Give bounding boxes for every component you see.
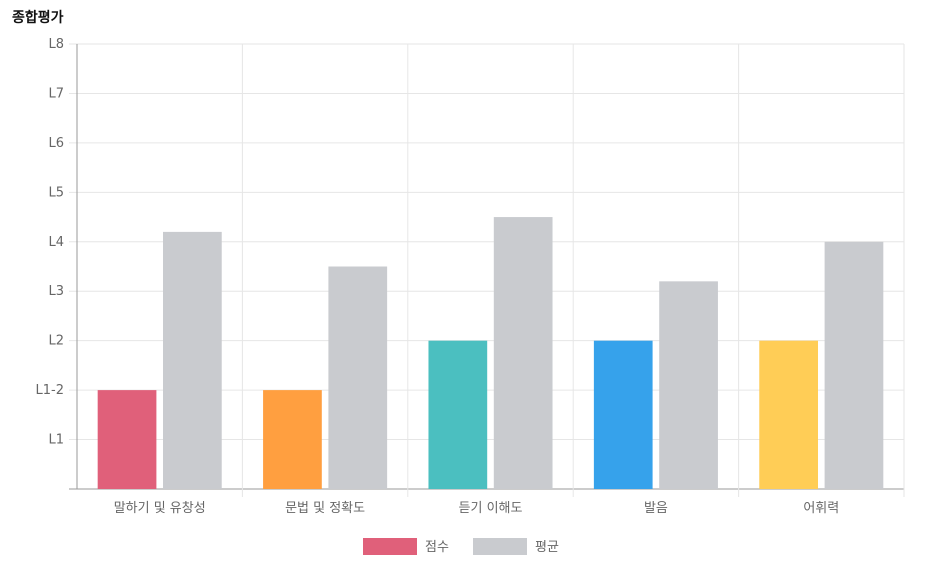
bar-score-1[interactable]: [263, 390, 322, 489]
y-tick-label: L6: [48, 136, 64, 151]
y-tick-label: L7: [48, 86, 64, 101]
y-tick-label: L1: [48, 433, 64, 448]
y-tick-label: L8: [48, 37, 64, 52]
legend-label-1[interactable]: 평균: [535, 540, 559, 555]
x-tick-label: 말하기 및 유창성: [114, 501, 206, 516]
bar-average-3[interactable]: [659, 281, 718, 489]
legend-label-0[interactable]: 점수: [425, 540, 449, 555]
y-tick-label: L5: [48, 185, 64, 200]
x-tick-label: 듣기 이해도: [459, 501, 523, 516]
y-tick-label: L1-2: [36, 383, 64, 398]
bar-score-0[interactable]: [97, 390, 157, 489]
bar-average-4[interactable]: [824, 241, 884, 489]
x-axis-ticks: 말하기 및 유창성 문법 및 정확도 듣기 이해도 발음 어휘력: [114, 501, 840, 516]
bars: [97, 217, 884, 490]
y-tick-label: L3: [48, 284, 64, 299]
x-tick-label: 어휘력: [803, 501, 839, 516]
legend-swatch-0[interactable]: [363, 538, 417, 555]
chart-title: 종합평가: [12, 10, 64, 26]
y-tick-label: L2: [48, 334, 64, 349]
bar-score-2[interactable]: [428, 340, 488, 489]
y-axis-ticks: L1 L1-2 L2 L3 L4 L5 L6 L7 L8: [36, 37, 64, 448]
x-tick-label: 문법 및 정확도: [285, 501, 365, 516]
legend: 점수 평균: [363, 538, 559, 555]
bar-average-0[interactable]: [163, 231, 222, 489]
bar-average-1[interactable]: [328, 266, 388, 490]
x-tick-label: 발음: [644, 501, 668, 516]
bar-average-2[interactable]: [493, 217, 553, 490]
y-tick-label: L4: [48, 235, 64, 250]
legend-swatch-1[interactable]: [473, 538, 527, 555]
bar-score-4[interactable]: [759, 340, 818, 489]
bar-score-3[interactable]: [593, 340, 653, 489]
